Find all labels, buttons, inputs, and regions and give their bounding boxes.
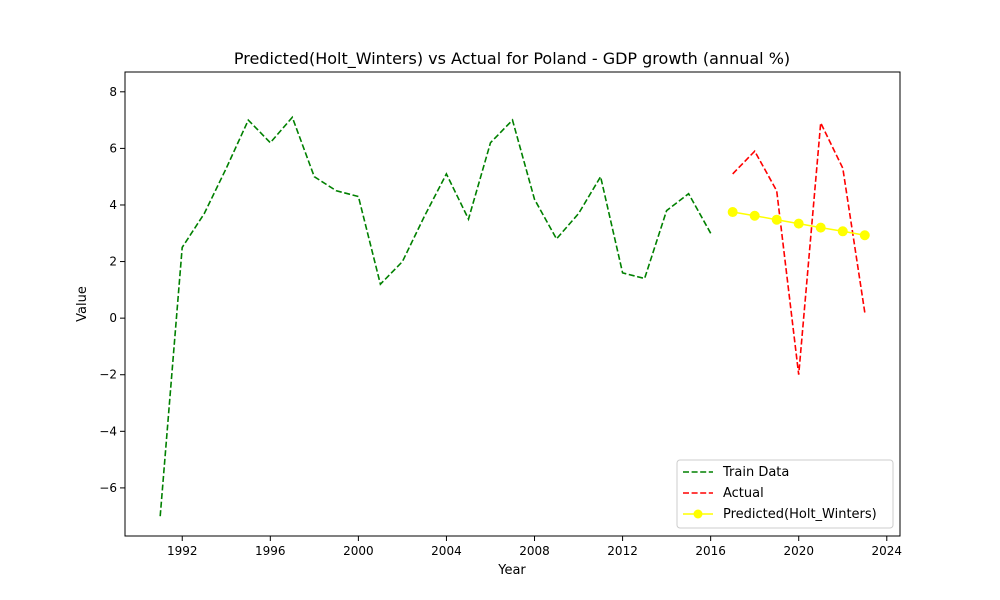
y-tick-label: 2 [109, 255, 117, 269]
legend-label: Predicted(Holt_Winters) [723, 507, 877, 522]
series-point [793, 218, 804, 229]
chart-title: Predicted(Holt_Winters) vs Actual for Po… [234, 49, 790, 69]
y-tick-label: −2 [99, 368, 117, 382]
y-tick-label: 0 [109, 311, 117, 325]
series-point [727, 207, 738, 218]
series-point [837, 226, 848, 237]
x-tick-label: 1996 [255, 544, 286, 558]
series-point [749, 210, 760, 221]
x-tick-label: 2016 [695, 544, 726, 558]
legend-marker [693, 509, 703, 519]
x-tick-label: 2012 [607, 544, 638, 558]
plot-frame [124, 71, 901, 537]
y-tick-label: −4 [99, 424, 117, 438]
y-tick-label: −6 [99, 481, 117, 495]
series-point [859, 230, 870, 241]
legend-label: Actual [723, 486, 764, 501]
y-tick-label: 8 [109, 85, 117, 99]
x-tick-label: 2020 [783, 544, 814, 558]
x-axis-label: Year [497, 563, 526, 578]
x-tick-label: 2000 [343, 544, 374, 558]
y-tick-label: 6 [109, 141, 117, 155]
x-tick-label: 2024 [872, 544, 903, 558]
series-line-1 [159, 115, 712, 517]
axis-ticks: 1992 1996 2000 2004 2008 2012 2016 2020 2024 −6 −4… [99, 85, 902, 558]
series-line-2 [732, 119, 866, 375]
x-tick-label: 2008 [519, 544, 550, 558]
y-axis-label: Value [75, 286, 90, 322]
y-tick-label: 4 [109, 198, 117, 212]
series-point [815, 222, 826, 233]
x-tick-label: 2004 [431, 544, 462, 558]
series-layer [159, 115, 870, 517]
legend: Train Data Actual Predicted(Holt_Winters) [676, 459, 894, 529]
legend-box [676, 459, 894, 529]
x-tick-label: 1992 [167, 544, 198, 558]
series-point [771, 214, 782, 225]
legend-label: Train Data [722, 465, 789, 480]
